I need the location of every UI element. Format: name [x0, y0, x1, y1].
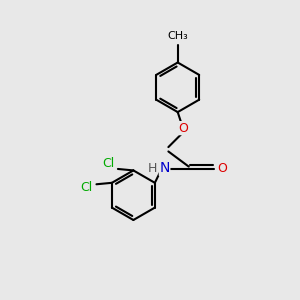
Text: CH₃: CH₃ [167, 31, 188, 40]
Text: O: O [178, 122, 188, 135]
Text: Cl: Cl [81, 181, 93, 194]
Text: Cl: Cl [102, 157, 114, 169]
Text: N: N [159, 161, 170, 176]
Text: H: H [148, 162, 158, 175]
Text: O: O [217, 163, 227, 176]
